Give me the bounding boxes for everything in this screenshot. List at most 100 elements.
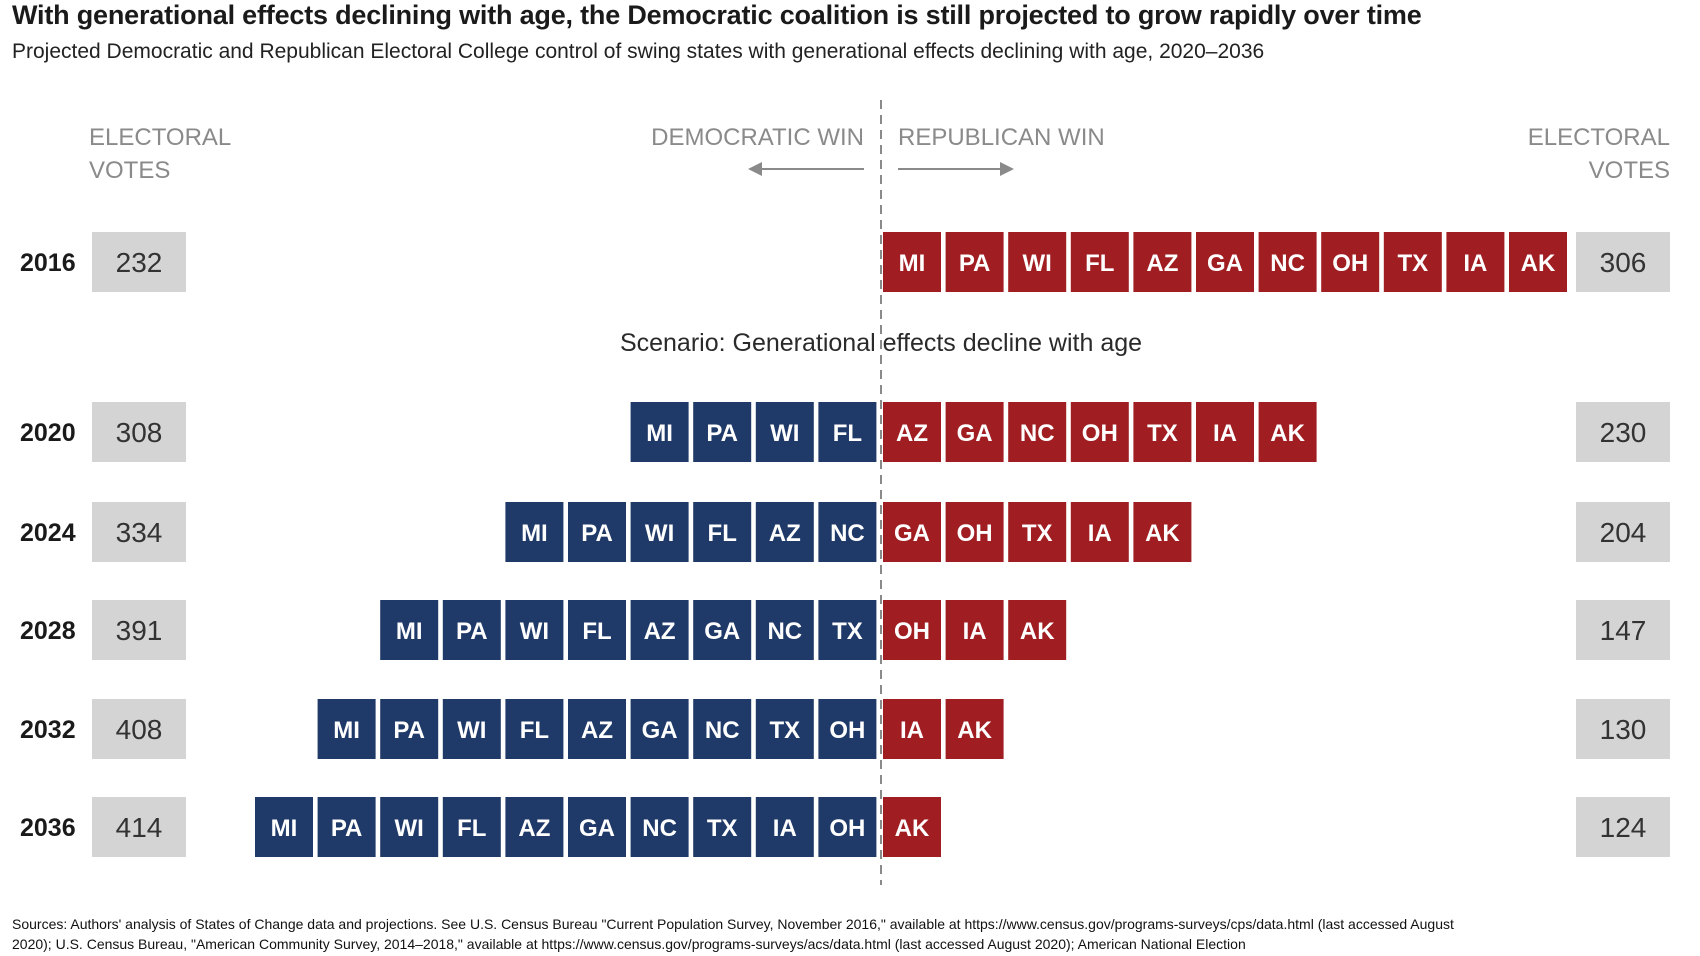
rep-state-cell [1070,232,1129,292]
rep-votes-value: 204 [1600,517,1647,548]
dem-state-label: GA [642,717,678,744]
rep-state-cell [945,402,1004,462]
dem-state-label: MI [396,618,423,645]
rep-state-cell [1258,402,1317,462]
dem-state-cell [693,699,752,759]
dem-state-cell [630,699,689,759]
rep-state-cell [1008,600,1067,660]
rep-state-cell [945,232,1004,292]
chart-subtitle: Projected Democratic and Republican Elec… [12,40,1265,63]
rep-state-cell [1509,232,1567,292]
rep-state-label: FL [1085,250,1114,277]
rep-state-cell [1070,502,1129,562]
dem-state-cell [505,600,564,660]
rep-state-cell [883,232,941,292]
rep-votes-box [1576,232,1670,292]
rep-state-cell [1008,232,1067,292]
dem-state-label: PA [393,717,425,744]
dem-state-label: FL [520,717,549,744]
dem-state-cell [755,600,814,660]
left-axis-label-line2: VOTES [89,157,170,184]
rep-state-label: AZ [1146,250,1178,277]
rep-state-label: AK [1521,250,1556,277]
dem-state-label: WI [645,520,674,547]
dem-state-cell [693,502,752,562]
year-label: 2036 [20,814,76,842]
dem-state-label: PA [331,815,363,842]
rep-state-label: OH [957,520,993,547]
dem-state-cell [568,600,626,660]
dem-state-label: OH [829,717,865,744]
rep-state-cell [883,600,941,660]
rep-votes-value: 124 [1600,812,1647,843]
rep-state-cell [1070,402,1129,462]
rep-votes-box [1576,600,1670,660]
dem-state-cell [630,502,689,562]
dem-state-label: NC [830,520,865,547]
rep-state-label: AK [895,815,930,842]
rep-state-label: MI [899,250,926,277]
dem-state-cell [568,502,626,562]
rep-votes-box [1576,502,1670,562]
rep-state-cell [1383,232,1442,292]
dem-state-cell [755,699,814,759]
dem-state-label: TX [769,717,800,744]
rep-votes-box [1576,797,1670,857]
dem-state-cell [380,600,439,660]
dem-state-cell [255,797,313,857]
dem-state-label: WI [770,420,799,447]
dem-state-cell [568,699,626,759]
dem-state-label: AZ [769,520,801,547]
dem-state-cell [317,699,376,759]
dem-state-label: WI [395,815,424,842]
rep-state-cell [1321,232,1380,292]
dem-state-cell [505,502,564,562]
rep-state-label: IA [1213,420,1237,447]
rep-state-label: AK [1145,520,1180,547]
dem-state-cell [317,797,376,857]
dem-state-label: AZ [518,815,550,842]
republican-win-label: REPUBLICAN WIN [898,124,1105,151]
rep-state-label: AK [957,717,992,744]
year-label: 2020 [20,419,76,447]
rep-state-label: IA [900,717,924,744]
dem-state-cell [755,797,814,857]
dem-state-label: OH [829,815,865,842]
left-axis-label-line1: ELECTORAL [89,124,231,151]
dem-state-label: PA [581,520,613,547]
dem-state-label: WI [520,618,549,645]
year-label: 2016 [20,249,76,277]
dem-state-label: NC [642,815,677,842]
dem-state-cell [442,699,501,759]
dem-votes-value: 391 [116,615,163,646]
dem-state-label: FL [457,815,486,842]
dem-state-label: FL [582,618,611,645]
rep-state-cell [1196,232,1254,292]
rep-state-label: AK [1020,618,1055,645]
rep-state-cell [1258,232,1317,292]
dem-state-label: GA [704,618,740,645]
rep-votes-value: 306 [1600,247,1647,278]
dem-votes-box [92,797,186,857]
rep-state-label: AZ [896,420,928,447]
dem-state-cell [442,797,501,857]
rep-state-label: GA [1207,250,1243,277]
rep-votes-box [1576,699,1670,759]
dem-state-label: TX [707,815,738,842]
rep-votes-value: 147 [1600,615,1647,646]
dem-votes-value: 414 [116,812,163,843]
dem-state-cell [630,600,689,660]
dem-state-cell [818,402,877,462]
dem-state-label: GA [579,815,615,842]
democratic-arrow-head [748,162,762,176]
dem-state-label: AZ [644,618,676,645]
dem-state-label: PA [706,420,738,447]
rep-state-cell [1133,232,1192,292]
dem-votes-value: 334 [116,517,163,548]
rep-state-cell [945,699,1004,759]
dem-state-cell [693,600,752,660]
dem-state-cell [568,797,626,857]
rep-state-label: NC [1020,420,1055,447]
rep-state-cell [945,502,1004,562]
dem-state-cell [693,402,752,462]
